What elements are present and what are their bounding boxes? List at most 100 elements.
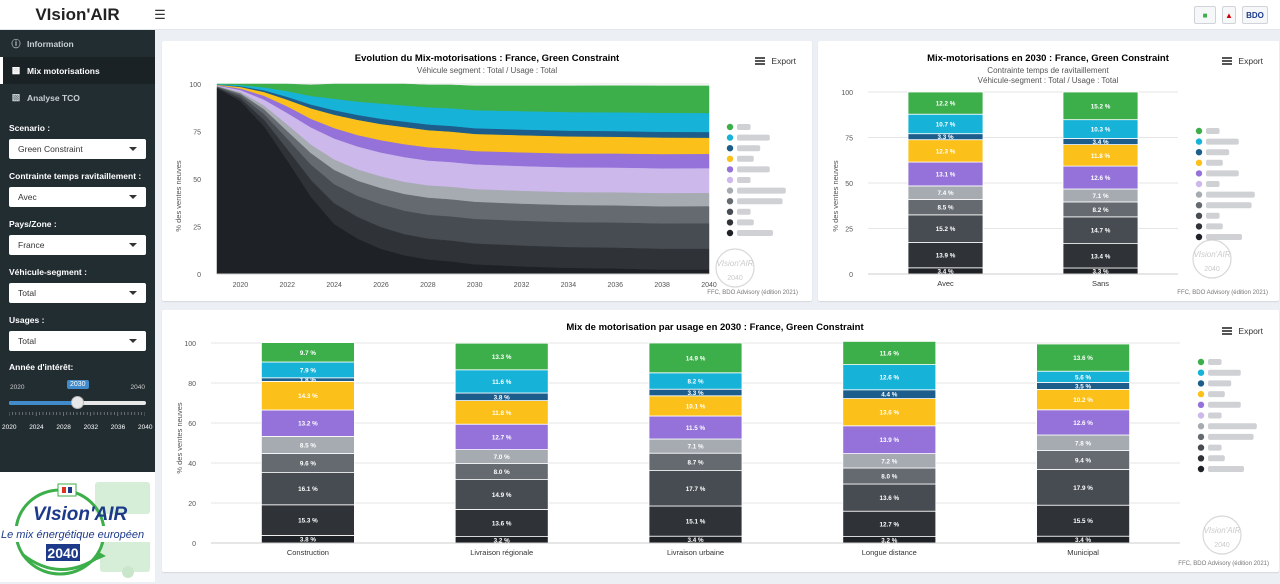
sidebar: ⓘ Information ▩ Mix motorisations ▧ Anal…: [0, 30, 155, 582]
bdo-logo: BDO: [1242, 6, 1268, 24]
partner-logos: ■ ▲ BDO: [1194, 6, 1268, 24]
truck-logo-icon: ■: [1194, 6, 1216, 24]
watermark-year: 2040: [1204, 266, 1220, 273]
logo-tagline: Le mix énergétique européen: [1, 529, 144, 541]
logo-main-text: VIsion'AIR: [33, 504, 128, 525]
bar-segment: [842, 483, 937, 512]
legend-marker: [1197, 390, 1205, 398]
refuel-constraint-select[interactable]: Avec: [9, 187, 146, 207]
bar-data-label: 7.4 %: [937, 190, 954, 197]
legend-item-blurred: [1208, 380, 1232, 387]
watermark-logo: VIsion'AIR 2040: [1202, 515, 1242, 555]
legend-marker: [1195, 212, 1203, 219]
chart-title: Evolution du Mix-motorisations : France,…: [355, 53, 620, 64]
app-brand[interactable]: VIsion'AIR: [35, 5, 120, 24]
bar-data-label: 15.1 %: [686, 519, 706, 526]
bar-chart-2030: Mix-motorisations en 2030 : France, Gree…: [831, 53, 1268, 296]
x-tick-label: 2024: [326, 282, 342, 289]
sidebar-item-analyse-tco[interactable]: ▧ Analyse TCO: [0, 84, 155, 111]
chart-subtitle: Contrainte temps de ravitaillement: [987, 66, 1109, 75]
bar-data-label: 8.7 %: [687, 459, 704, 466]
x-tick-label: 2026: [373, 282, 389, 289]
sidebar-item-label: Analyse TCO: [27, 92, 80, 103]
bar-data-label: 7.2 %: [881, 458, 898, 465]
bar-data-label: 7.1 %: [1092, 193, 1109, 200]
bar-data-label: 3.2 %: [881, 537, 898, 544]
x-tick-label: 2028: [420, 282, 436, 289]
bar-usage-panel: Export Mix de motorisation par usage en …: [162, 310, 1279, 572]
bar-data-label: 17.9 %: [1073, 485, 1093, 492]
slider-min: 2020: [10, 384, 25, 391]
bar-data-label: 3.4 %: [1092, 139, 1109, 146]
bar-data-label: 10.1 %: [686, 403, 706, 410]
scenario-select[interactable]: Green Constraint: [9, 139, 146, 159]
refuel-constraint-value: Avec: [18, 192, 37, 202]
menu-icon: [755, 57, 766, 65]
bar-data-label: 8.5 %: [937, 205, 954, 212]
bar-data-label: 3.3 %: [687, 390, 704, 397]
source-note: FFC, BDO Advisory (édition 2021): [707, 290, 798, 296]
x-tick-label: 2038: [654, 282, 670, 289]
menu-icon: [1222, 327, 1233, 335]
chevron-down-icon: [129, 291, 137, 295]
bar-chart-usage: Mix de motorisation par usage en 2030 : …: [175, 322, 1269, 567]
bar-data-label: 12.3 %: [936, 148, 956, 155]
bar-data-label: 14.3 %: [298, 393, 318, 400]
legend-marker: [1197, 433, 1205, 441]
bar-data-label: 8.0 %: [494, 469, 511, 476]
legend-marker: [1197, 380, 1205, 387]
bar-data-label: 13.6 %: [1073, 355, 1093, 362]
top-navbar: VIsion'AIR ☰ ■ ▲ BDO: [0, 0, 1280, 30]
legend-marker: [1195, 233, 1203, 241]
bar-data-label: 12.7 %: [879, 521, 899, 528]
legend-marker: [1197, 423, 1205, 430]
export-button[interactable]: Export: [1222, 56, 1263, 66]
slider-tick-label: 2028: [56, 424, 71, 431]
vehicle-segment-select[interactable]: Total: [9, 283, 146, 303]
chart-title: Mix de motorisation par usage en 2030 : …: [566, 322, 864, 333]
area-chart-panel: Export Evolution du Mix-motorisations : …: [162, 41, 812, 301]
bar-data-label: 3.4 %: [937, 268, 954, 275]
y-tick-label: 50: [193, 177, 201, 184]
legend-marker: [1195, 149, 1203, 156]
bar-data-label: 9.4 %: [1075, 458, 1092, 465]
legend-marker: [1195, 223, 1203, 230]
bar-segment: [454, 423, 549, 450]
country-select[interactable]: France: [9, 235, 146, 255]
legend-marker: [1195, 127, 1203, 135]
bar-data-label: 7.9 %: [300, 367, 317, 374]
source-note: FFC, BDO Advisory (édition 2021): [1178, 561, 1269, 567]
usage-select[interactable]: Total: [9, 331, 146, 351]
slider-max: 2040: [130, 384, 145, 391]
sidebar-item-mix-motorisations[interactable]: ▩ Mix motorisations: [0, 57, 155, 84]
slider-tick-label: 2024: [29, 424, 44, 431]
legend-marker: [726, 229, 734, 237]
y-tick-label: 75: [193, 130, 201, 137]
legend-marker: [726, 208, 734, 215]
truck-icon: ▩: [11, 65, 21, 75]
bar-data-label: 14.9 %: [686, 355, 706, 362]
export-button[interactable]: Export: [755, 56, 796, 66]
legend-item-blurred: [1206, 159, 1223, 166]
y-tick-label: 20: [188, 501, 196, 508]
y-tick-label: 50: [845, 181, 853, 188]
bar-data-label: 9.6 %: [300, 461, 317, 468]
year-slider[interactable]: 2020 2040 2030 2020 2024 2028 2032 2036 2040: [2, 378, 152, 431]
chart-subtitle-2: Véhicule-segment : Total / Usage : Total: [978, 76, 1119, 85]
slider-handle[interactable]: [70, 396, 84, 409]
legend-item-blurred: [1208, 401, 1241, 408]
sidebar-toggle-icon[interactable]: ☰: [154, 7, 166, 22]
chart-title: Mix-motorisations en 2030 : France, Gree…: [927, 53, 1170, 64]
legend-item-blurred: [1206, 181, 1220, 187]
bar-data-label: 13.6 %: [492, 521, 512, 528]
legend-marker: [1197, 358, 1205, 366]
watermark-text: VIsion'AIR: [1203, 526, 1240, 535]
y-tick-label: 0: [197, 272, 201, 279]
legend-item-blurred: [1208, 359, 1222, 365]
sidebar-item-information[interactable]: ⓘ Information: [0, 30, 155, 57]
export-button[interactable]: Export: [1222, 326, 1263, 336]
legend-item-blurred: [1206, 223, 1223, 230]
bar-data-label: 3.2 %: [494, 537, 511, 544]
bar-segment: [261, 504, 355, 536]
sidebar-item-label: Mix motorisations: [27, 65, 100, 76]
